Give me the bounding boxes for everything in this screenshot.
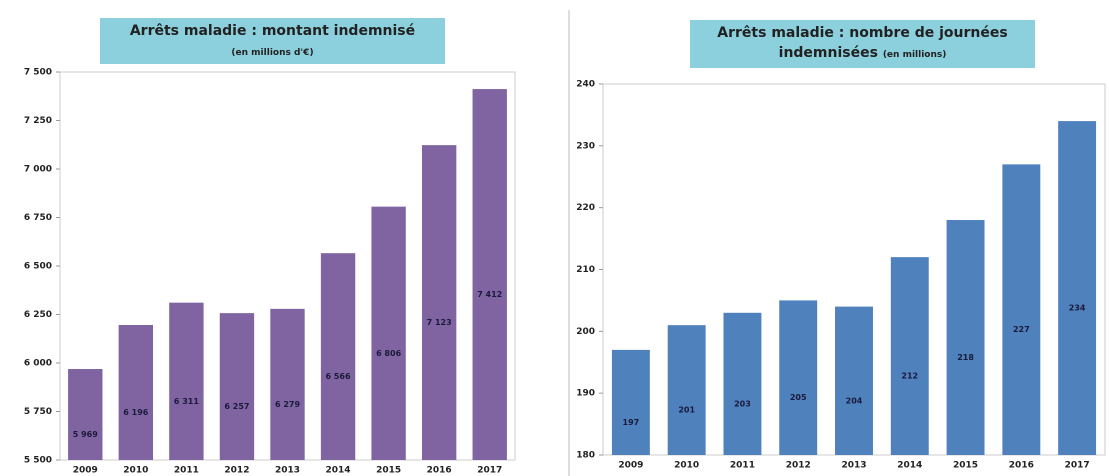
x-tick-label: 2013: [275, 466, 300, 476]
y-tick-label: 7 000: [24, 165, 52, 175]
x-tick-label: 2010: [123, 466, 148, 476]
y-tick-label: 190: [576, 389, 595, 399]
x-tick-label: 2016: [1009, 461, 1034, 471]
y-tick-label: 220: [576, 203, 595, 213]
x-tick-label: 2011: [174, 466, 199, 476]
x-tick-label: 2017: [1065, 461, 1090, 471]
data-label: 201: [678, 406, 695, 415]
data-label: 227: [1013, 325, 1030, 334]
x-tick-label: 2011: [730, 461, 755, 471]
data-label: 6 257: [224, 402, 249, 411]
data-label: 212: [901, 372, 918, 381]
y-tick-label: 180: [576, 451, 595, 461]
title-box: Arrêts maladie : nombre de journées inde…: [690, 20, 1035, 68]
y-tick-label: 6 750: [24, 213, 52, 223]
x-tick-label: 2013: [841, 461, 866, 471]
y-tick-label: 200: [576, 327, 595, 337]
x-tick-label: 2015: [953, 461, 978, 471]
y-tick-label: 6 500: [24, 262, 52, 272]
bar: [1002, 164, 1041, 455]
bar: [219, 313, 255, 460]
data-label: 6 311: [174, 397, 199, 406]
chart-subtitle: (en millions): [882, 50, 947, 60]
bar: [118, 324, 154, 460]
bar: [667, 325, 706, 455]
data-label: 234: [1069, 304, 1086, 313]
bar: [835, 306, 873, 455]
bar: [169, 302, 204, 460]
data-label: 5 969: [73, 430, 98, 439]
y-tick-label: 230: [576, 141, 595, 151]
x-tick-label: 2017: [477, 466, 502, 476]
bar: [472, 89, 507, 461]
y-tick-label: 6 250: [24, 310, 52, 320]
bar: [1058, 121, 1097, 455]
data-label: 6 566: [326, 372, 351, 381]
x-tick-label: 2009: [73, 466, 98, 476]
title-box: Arrêts maladie : montant indemnisé (en m…: [100, 18, 445, 64]
x-tick-label: 2014: [897, 461, 922, 471]
x-tick-label: 2014: [326, 466, 351, 476]
bar: [68, 369, 103, 460]
data-label: 218: [957, 353, 974, 362]
bar: [723, 312, 762, 455]
data-label: 6 279: [275, 400, 300, 409]
chart-title: Arrêts maladie : nombre de journées inde…: [717, 25, 1008, 61]
x-tick-label: 2009: [618, 461, 643, 471]
y-tick-label: 5 750: [24, 407, 52, 417]
chart-title: Arrêts maladie : montant indemnisé: [129, 23, 416, 39]
x-tick-label: 2012: [224, 466, 249, 476]
y-tick-label: 7 250: [24, 116, 52, 126]
data-label: 7 123: [427, 318, 452, 327]
y-tick-label: 7 500: [24, 68, 52, 78]
y-tick-label: 210: [576, 265, 595, 275]
bar: [371, 206, 406, 460]
y-tick-label: 240: [576, 80, 595, 90]
bar: [890, 257, 929, 455]
data-label: 205: [790, 393, 807, 402]
data-label: 6 806: [376, 349, 401, 358]
bar: [946, 220, 985, 455]
y-tick-label: 5 500: [24, 456, 52, 466]
bar: [320, 253, 356, 460]
data-label: 204: [846, 396, 863, 405]
bar: [270, 308, 305, 460]
bar: [421, 145, 457, 460]
x-tick-label: 2016: [427, 466, 452, 476]
chart-subtitle: (en millions d'€): [231, 48, 314, 58]
y-tick-label: 6 000: [24, 359, 52, 369]
data-label: 6 196: [123, 408, 148, 417]
data-label: 7 412: [477, 290, 502, 299]
x-tick-label: 2012: [786, 461, 811, 471]
bar: [779, 300, 818, 455]
data-label: 203: [734, 399, 751, 408]
x-tick-label: 2010: [674, 461, 699, 471]
x-tick-label: 2015: [376, 466, 401, 476]
bar: [611, 349, 650, 455]
data-label: 197: [623, 418, 640, 427]
